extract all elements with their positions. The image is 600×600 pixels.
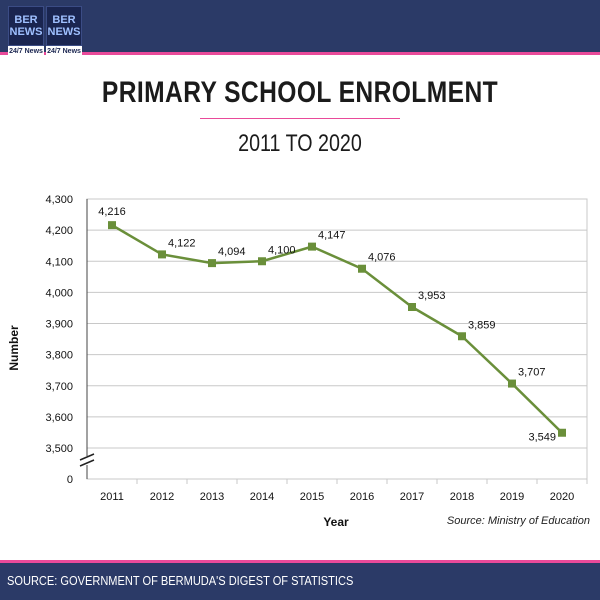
data-label: 4,147: [318, 230, 346, 242]
data-label: 4,094: [218, 246, 246, 258]
header-bar: [0, 0, 600, 52]
y-tick-label: 3,700: [45, 381, 73, 393]
y-tick-label: 3,500: [45, 443, 73, 455]
data-label: 3,707: [518, 367, 546, 379]
x-axis-title: Year: [323, 515, 349, 529]
header-divider: [0, 52, 600, 55]
data-label: 3,953: [418, 290, 446, 302]
data-label: 4,216: [98, 206, 126, 218]
x-tick-label: 2012: [150, 491, 174, 503]
data-point: [408, 303, 416, 312]
x-tick-label: 2018: [450, 491, 474, 503]
y-tick-label: 3,900: [45, 319, 73, 331]
x-tick-label: 2019: [500, 491, 524, 503]
data-label: 3,859: [468, 319, 496, 331]
x-tick-label: 2015: [300, 491, 324, 503]
axis-break-mark: [79, 459, 95, 467]
page-title: PRIMARY SCHOOL ENROLMENT: [101, 76, 499, 109]
data-label: 4,122: [168, 237, 196, 249]
x-tick-label: 2017: [400, 491, 424, 503]
y-tick-label: 0: [67, 474, 73, 486]
title-divider: [200, 118, 400, 119]
data-point: [308, 242, 316, 251]
data-point: [158, 250, 166, 259]
data-point: [208, 259, 216, 268]
source-note: Source: Ministry of Education: [446, 515, 590, 527]
axis-break-mark: [79, 453, 95, 461]
footer-source: SOURCE: GOVERNMENT OF BERMUDA'S DIGEST O…: [7, 573, 354, 588]
series-line: [111, 224, 563, 434]
bernews-logo: BER NEWS 24/7 News: [8, 6, 44, 58]
data-point: [358, 264, 366, 273]
y-tick-label: 3,600: [45, 412, 73, 424]
x-tick-label: 2014: [250, 491, 274, 503]
data-label: 3,549: [528, 432, 556, 444]
y-tick-label: 4,200: [45, 225, 73, 237]
y-tick-label: 4,000: [45, 287, 73, 299]
data-point: [458, 332, 466, 341]
data-point: [508, 379, 516, 388]
page-subtitle: 2011 TO 2020: [238, 130, 362, 157]
data-point: [108, 221, 116, 230]
data-point: [258, 257, 266, 266]
bernews-logo: BER NEWS 24/7 News: [46, 6, 82, 58]
x-tick-label: 2016: [350, 491, 374, 503]
data-label: 4,100: [268, 244, 296, 256]
y-tick-label: 4,300: [45, 194, 73, 206]
y-axis-title: Number: [7, 325, 21, 371]
x-tick-label: 2013: [200, 491, 224, 503]
data-point: [558, 428, 566, 437]
data-label: 4,076: [368, 252, 396, 264]
x-tick-label: 2020: [550, 491, 574, 503]
footer-bar: [0, 563, 600, 600]
axis-break-gap: [79, 456, 95, 465]
y-tick-label: 3,800: [45, 350, 73, 362]
footer-divider: [0, 560, 600, 563]
y-tick-label: 4,100: [45, 256, 73, 268]
x-tick-label: 2011: [100, 491, 124, 503]
